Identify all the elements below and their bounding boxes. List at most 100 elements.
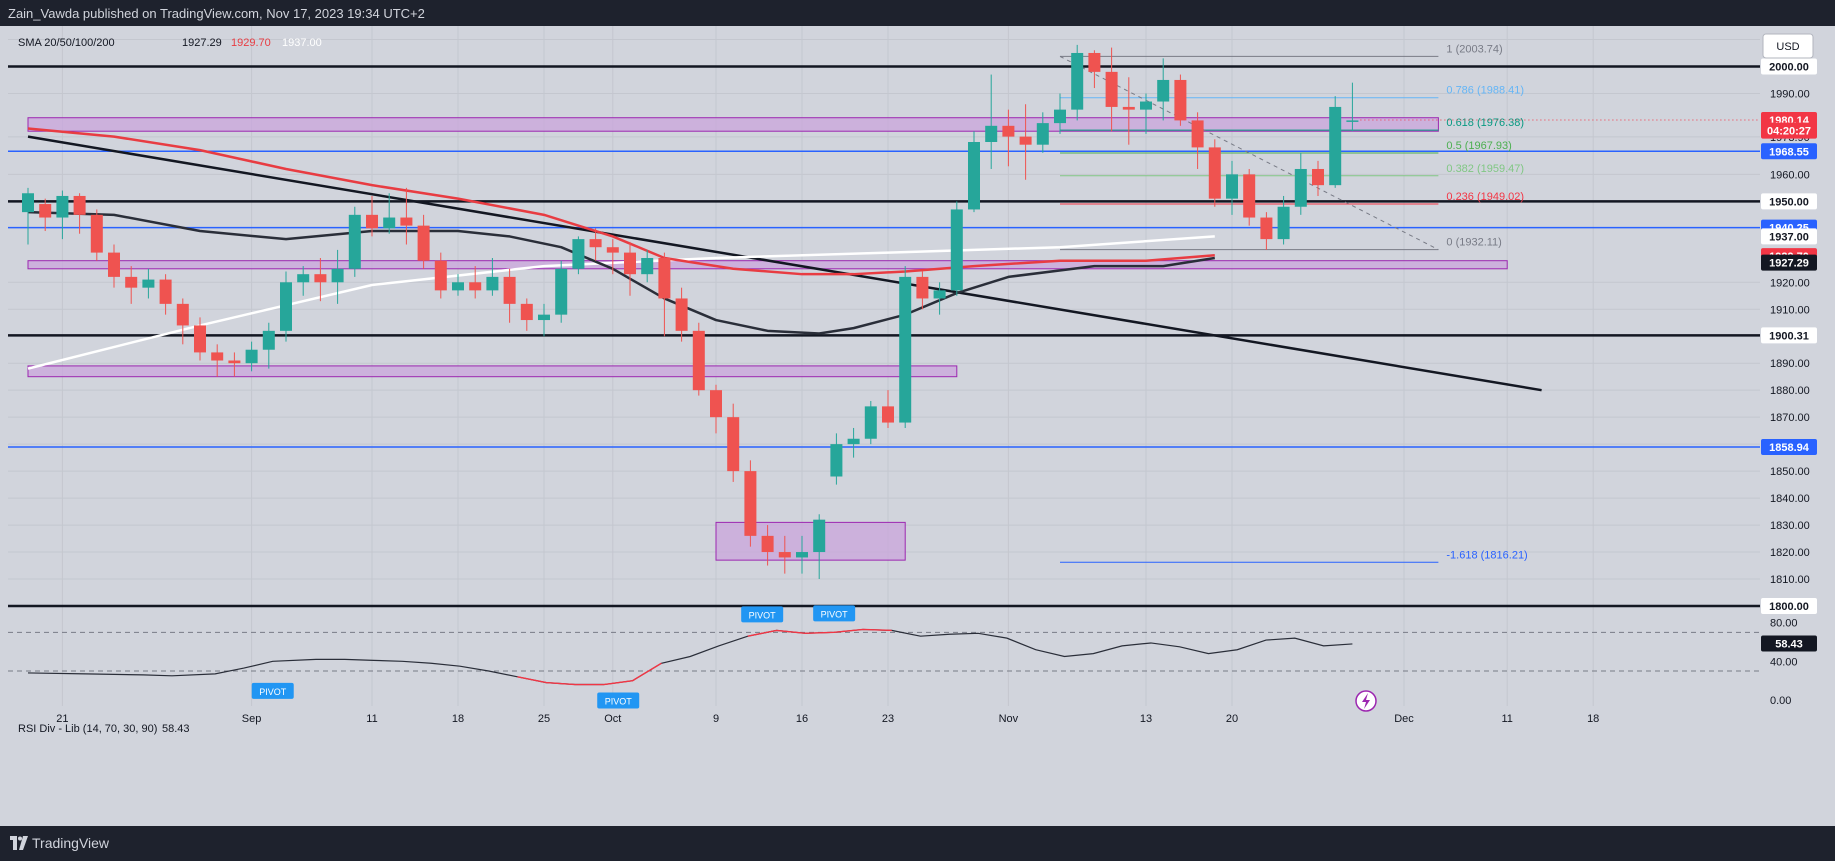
price-tag[interactable]: 1927.29 bbox=[1761, 254, 1817, 271]
candle[interactable] bbox=[142, 268, 155, 299]
candle[interactable] bbox=[1329, 96, 1342, 188]
price-tag[interactable]: 1937.00 bbox=[1761, 228, 1817, 245]
trendline[interactable] bbox=[27, 135, 1542, 392]
candle[interactable] bbox=[194, 317, 206, 361]
price-tag[interactable]: 1950.00 bbox=[1761, 193, 1817, 210]
candle[interactable] bbox=[950, 201, 963, 296]
candle[interactable] bbox=[606, 239, 619, 275]
candle[interactable] bbox=[1243, 168, 1256, 226]
rsi-line[interactable] bbox=[27, 628, 1353, 686]
currency-button-label[interactable]: USD bbox=[1776, 41, 1799, 53]
candle[interactable] bbox=[675, 287, 688, 342]
fib-trend-line[interactable] bbox=[1059, 55, 1439, 251]
candle[interactable] bbox=[813, 514, 826, 580]
price-tag[interactable]: 1858.94 bbox=[1761, 438, 1817, 455]
candle[interactable] bbox=[692, 322, 705, 396]
candle[interactable] bbox=[933, 282, 946, 315]
candle[interactable] bbox=[572, 236, 585, 275]
candle[interactable] bbox=[589, 228, 602, 261]
footer-brand[interactable]: TradingView bbox=[32, 835, 110, 851]
candle[interactable] bbox=[1105, 47, 1118, 132]
candle[interactable] bbox=[314, 258, 327, 302]
candle[interactable] bbox=[968, 131, 980, 213]
candle[interactable] bbox=[830, 433, 843, 485]
candle[interactable] bbox=[262, 322, 275, 369]
price-tag[interactable]: 1968.55 bbox=[1761, 143, 1817, 160]
candle[interactable] bbox=[538, 303, 550, 337]
candle[interactable] bbox=[417, 214, 430, 269]
candle[interactable] bbox=[1174, 74, 1187, 126]
candle[interactable] bbox=[1191, 112, 1204, 169]
candle[interactable] bbox=[400, 187, 413, 245]
candle[interactable] bbox=[882, 390, 894, 428]
candle[interactable] bbox=[486, 258, 499, 296]
candle[interactable] bbox=[22, 187, 34, 245]
rsi-divergence-segment[interactable] bbox=[747, 628, 892, 637]
candle[interactable] bbox=[658, 252, 671, 337]
candle[interactable] bbox=[469, 266, 482, 299]
candle[interactable] bbox=[744, 460, 757, 547]
candle[interactable] bbox=[1226, 160, 1238, 215]
supply-demand-zone[interactable] bbox=[715, 521, 906, 561]
candle[interactable] bbox=[73, 193, 86, 234]
candle[interactable] bbox=[1088, 50, 1101, 89]
candle[interactable] bbox=[228, 352, 241, 377]
candle[interactable] bbox=[383, 193, 396, 234]
candle[interactable] bbox=[434, 252, 447, 299]
candle[interactable] bbox=[864, 400, 877, 445]
candle[interactable] bbox=[1294, 152, 1307, 215]
rsi-pivot-marker[interactable]: PIVOT bbox=[251, 682, 294, 699]
price-tag[interactable]: 04:20:27 bbox=[1761, 122, 1817, 139]
candle[interactable] bbox=[727, 403, 740, 482]
supply-demand-zone[interactable] bbox=[27, 117, 1439, 132]
candle[interactable] bbox=[108, 244, 120, 288]
candle[interactable] bbox=[1036, 112, 1049, 153]
candle[interactable] bbox=[1071, 44, 1084, 121]
rsi-pivot-marker[interactable]: PIVOT bbox=[813, 605, 856, 622]
candle[interactable] bbox=[1346, 82, 1359, 132]
candle[interactable] bbox=[348, 206, 361, 277]
rsi-pivot-marker[interactable]: PIVOT bbox=[741, 606, 784, 623]
candle[interactable] bbox=[39, 198, 52, 232]
candle[interactable] bbox=[90, 209, 103, 261]
tradingview-logo-icon[interactable] bbox=[10, 836, 28, 850]
candle[interactable] bbox=[297, 266, 310, 296]
candle[interactable] bbox=[916, 271, 929, 310]
candle[interactable] bbox=[899, 266, 912, 428]
candle[interactable] bbox=[211, 344, 224, 377]
candle[interactable] bbox=[159, 274, 172, 315]
candle[interactable] bbox=[1312, 160, 1324, 196]
rsi-divergence-segment[interactable] bbox=[517, 662, 662, 686]
candle[interactable] bbox=[1208, 139, 1221, 207]
rsi-value-tag[interactable] bbox=[1761, 635, 1817, 652]
candle[interactable] bbox=[1019, 104, 1032, 180]
candle[interactable] bbox=[1277, 195, 1290, 245]
chart-canvas[interactable]: 1 (2003.74) 0.786 (1988.41) 0.618 (1976.38… bbox=[0, 26, 1835, 826]
candle[interactable] bbox=[366, 195, 378, 237]
sma-black-line[interactable] bbox=[27, 210, 1215, 335]
supply-demand-zone[interactable] bbox=[27, 365, 958, 378]
candle[interactable] bbox=[56, 190, 69, 240]
candle[interactable] bbox=[761, 525, 774, 566]
supply-demand-zone[interactable] bbox=[27, 260, 1508, 270]
candle[interactable] bbox=[452, 274, 464, 296]
candle[interactable] bbox=[710, 384, 722, 434]
candle[interactable] bbox=[245, 341, 258, 372]
candle[interactable] bbox=[847, 427, 860, 458]
candle[interactable] bbox=[778, 535, 791, 574]
candle[interactable] bbox=[1122, 77, 1135, 145]
candle[interactable] bbox=[641, 249, 654, 283]
rsi-indicator-label[interactable]: RSI Div - Lib (14, 70, 30, 90) bbox=[18, 723, 157, 735]
rsi-pivot-marker[interactable]: PIVOT bbox=[597, 692, 640, 709]
candle[interactable] bbox=[125, 266, 138, 304]
price-tag[interactable]: 1900.31 bbox=[1761, 327, 1817, 344]
candle[interactable] bbox=[503, 268, 516, 323]
candle[interactable] bbox=[555, 260, 568, 323]
candle[interactable] bbox=[331, 249, 344, 304]
candle[interactable] bbox=[1157, 58, 1170, 121]
candle[interactable] bbox=[1002, 109, 1015, 167]
price-axis-panel[interactable] bbox=[1760, 26, 1835, 826]
candle[interactable] bbox=[624, 241, 636, 296]
currency-button[interactable] bbox=[1762, 33, 1814, 59]
price-tag[interactable]: 2000.00 bbox=[1761, 58, 1817, 75]
